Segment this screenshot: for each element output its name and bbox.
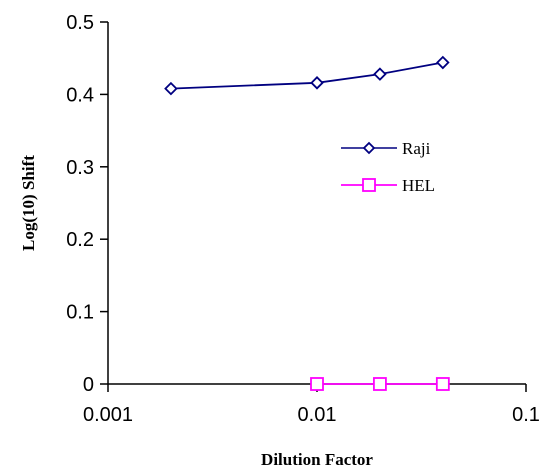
series-line-raji — [170, 61, 443, 90]
series-layer — [164, 55, 450, 391]
y-tick-label: 0.1 — [66, 302, 94, 324]
x-tick-label: 0.001 — [83, 404, 133, 426]
legend-item-hel: HEL — [341, 176, 435, 195]
data-point-hel — [310, 377, 324, 391]
x-axis-title: Dilution Factor — [261, 450, 373, 469]
y-ticks: 0 0.1 0.2 0.3 0.4 0.5 — [66, 12, 108, 396]
y-tick-label: 0.5 — [66, 12, 94, 34]
legend-item-raji: Raji — [341, 139, 431, 158]
data-point-hel — [373, 377, 387, 391]
legend-label-hel: HEL — [402, 176, 435, 195]
y-axis-title: Log(10) Shift — [19, 155, 38, 251]
legend-marker-hel — [362, 178, 376, 192]
data-point-raji — [164, 81, 178, 96]
y-tick-label: 0 — [83, 374, 94, 396]
y-tick-label: 0.3 — [66, 157, 94, 179]
data-point-raji — [373, 67, 387, 81]
y-tick-label: 0.4 — [66, 84, 94, 106]
x-tick-label: 0.1 — [512, 404, 540, 426]
legend-label-raji: Raji — [402, 139, 431, 158]
data-point-raji — [436, 55, 450, 70]
legend: Raji HEL — [341, 139, 435, 195]
legend-marker-raji — [362, 141, 376, 155]
data-point-hel — [435, 377, 450, 391]
data-point-raji — [310, 76, 324, 90]
series-hel — [310, 377, 450, 391]
x-tick-label: 0.01 — [298, 404, 337, 426]
series-raji — [164, 55, 450, 96]
y-tick-label: 0.2 — [66, 229, 94, 251]
